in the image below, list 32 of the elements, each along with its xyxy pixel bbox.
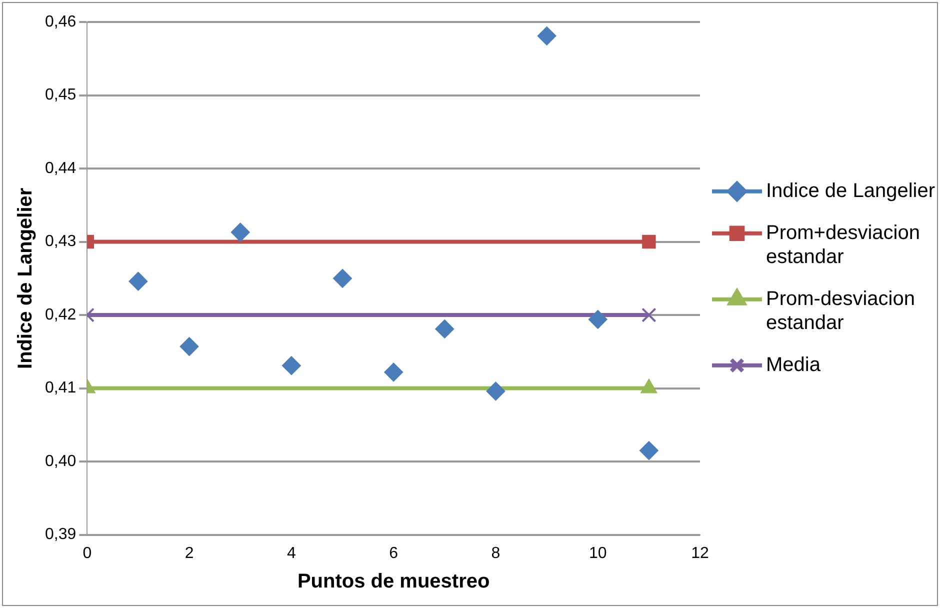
legend-label: Indice de Langelier (766, 180, 936, 202)
y-tick-label: 0,40 (45, 452, 76, 470)
x-tick-label: 6 (389, 544, 398, 562)
y-tick-label: 0,45 (45, 86, 76, 104)
point (537, 26, 556, 46)
y-tick-label: 0,42 (45, 306, 76, 324)
y-tick-label: 0,43 (45, 233, 76, 250)
point (333, 268, 352, 288)
y-axis-title: Indice de Langelier (14, 188, 37, 369)
x-axis-title: Puntos de muestreo (297, 570, 490, 593)
x-tick-label: 12 (691, 544, 709, 562)
point (282, 356, 301, 376)
point (230, 222, 250, 242)
legend-label: Media (766, 354, 822, 376)
x-tick-label: 8 (491, 544, 500, 562)
x-tick-label: 10 (588, 544, 607, 562)
legend-label: Prom-desviacion estandar (766, 288, 915, 334)
x-tick-label: 2 (184, 544, 194, 562)
x-tick-label: 0 (82, 544, 92, 562)
point (180, 337, 199, 356)
point (435, 319, 454, 338)
y-tick-label: 0,46 (45, 13, 76, 30)
point (486, 382, 506, 401)
legend-label: Prom+desviacion estandar (766, 222, 920, 268)
x-tick-label: 4 (286, 544, 296, 562)
point (128, 272, 148, 291)
point (639, 441, 658, 460)
y-tick-label: 0,39 (45, 526, 76, 544)
point (384, 362, 404, 382)
y-tick-label: 0,41 (45, 380, 76, 397)
point (588, 310, 608, 329)
y-tick-label: 0,44 (45, 160, 76, 177)
